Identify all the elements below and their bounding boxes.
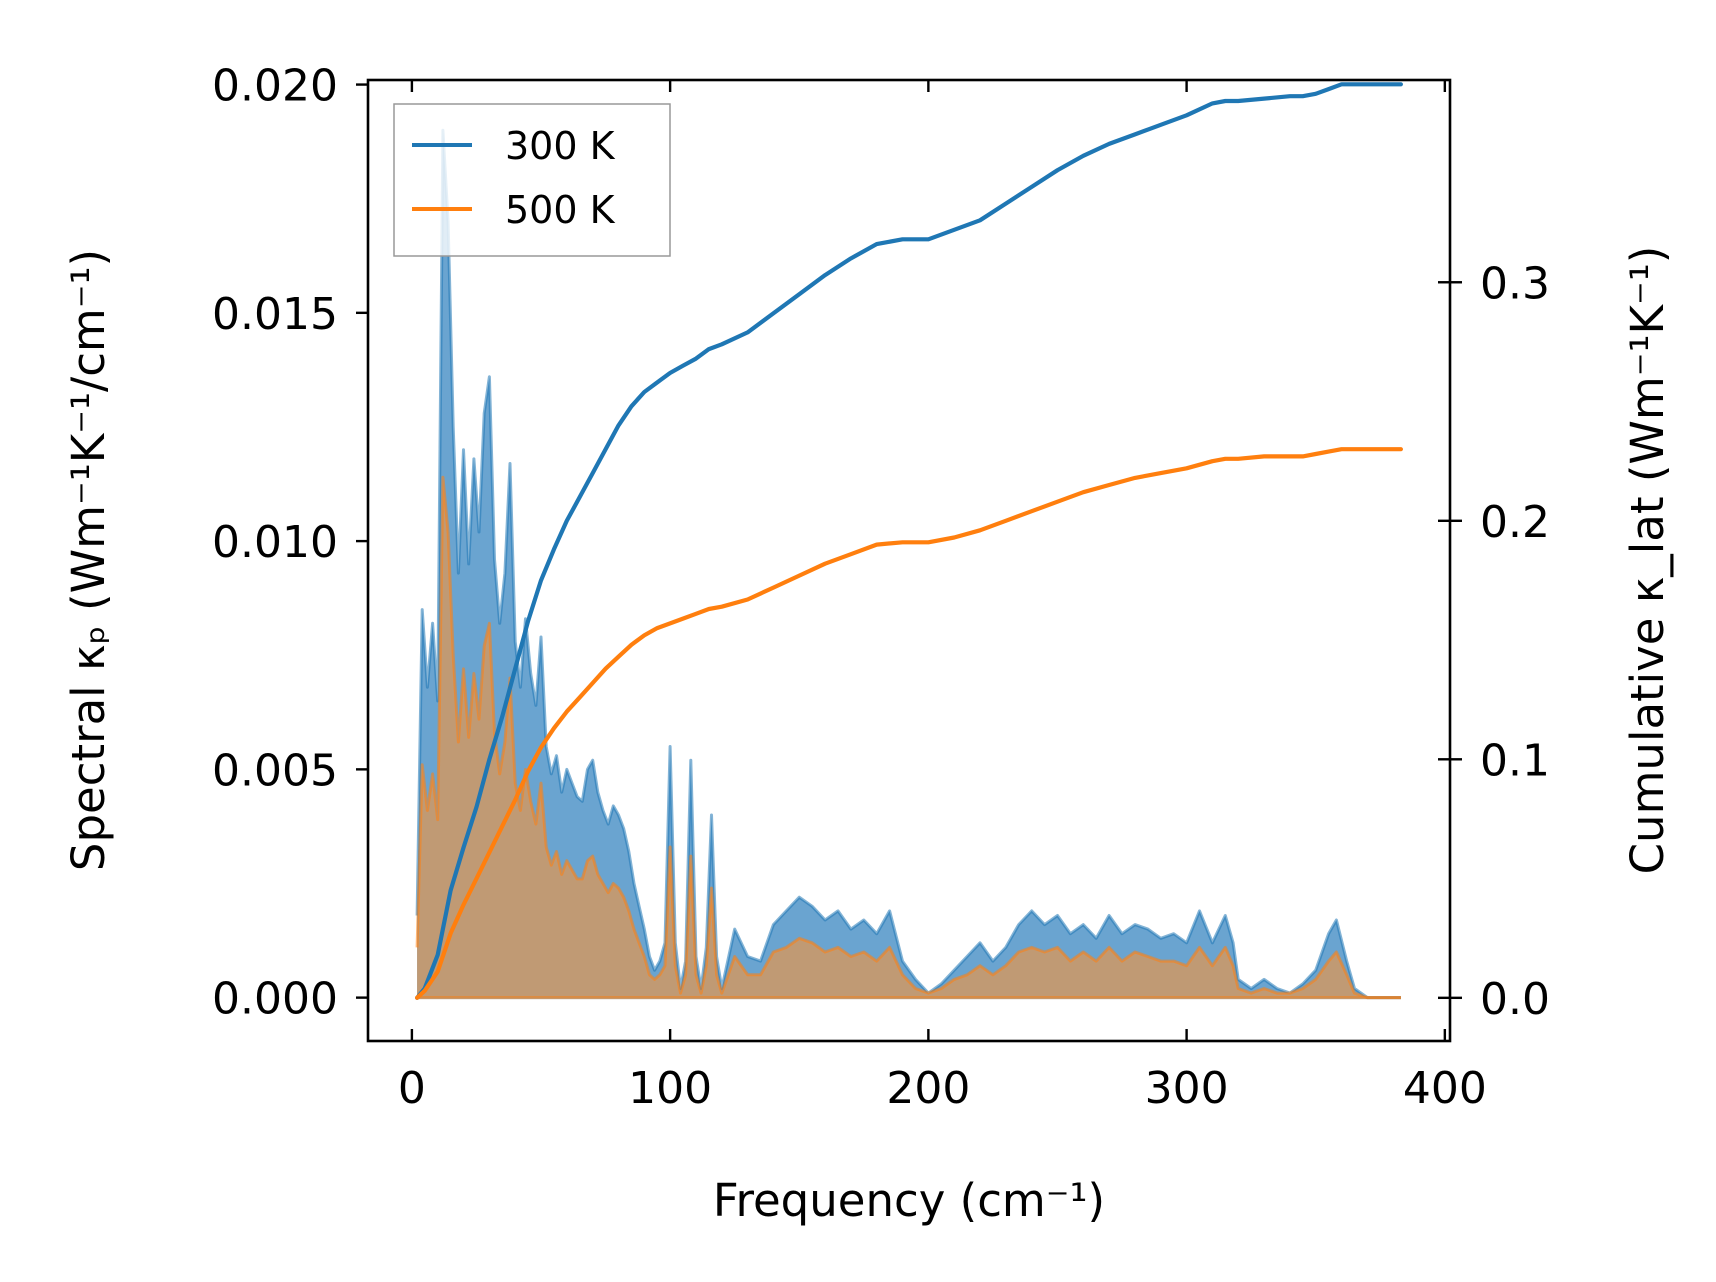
x-tick-label: 300 (1145, 1063, 1229, 1114)
y-right-tick-label: 0.0 (1480, 974, 1550, 1025)
legend-box (393, 103, 671, 257)
y-right-tick-label: 0.2 (1480, 497, 1550, 548)
x-tick-label: 0 (398, 1063, 426, 1114)
cumulative-line-300k (415, 82, 1404, 1000)
x-axis-title: Frequency (cm⁻¹) (713, 1174, 1105, 1227)
y-left-tick-label: 0.015 (212, 289, 338, 340)
y-left-tick-label: 0.005 (212, 745, 338, 796)
x-tick-label: 400 (1403, 1063, 1487, 1114)
legend: 300 K 500 K (393, 103, 671, 257)
spectral-outline-300k (415, 128, 1401, 1000)
y-left-tick-label: 0.020 (212, 61, 338, 112)
y-right-axis-title: Cumulative κ_lat (Wm⁻¹K⁻¹) (1621, 246, 1674, 875)
spectral-area-layer (415, 128, 1401, 1000)
cumulative-line-layer (415, 82, 1404, 1000)
spectral-area-500k (417, 477, 1401, 998)
y-right-tick-label: 0.1 (1480, 735, 1550, 786)
y-left-tick-label: 0.010 (212, 517, 338, 568)
spectral-outline-500k (415, 475, 1401, 1000)
x-tick-label: 100 (628, 1063, 712, 1114)
x-tick-label: 200 (886, 1063, 970, 1114)
legend-label-300k: 300 K (505, 124, 616, 168)
y-right-tick-label: 0.3 (1480, 258, 1550, 309)
plot-frame (366, 78, 1452, 1043)
y-left-axis-title: Spectral κₚ (Wm⁻¹K⁻¹/cm⁻¹) (62, 249, 115, 871)
axis-ticks: 0 100 200 300 400 0.000 0.005 0.010 0.015 0.020 0.… (212, 61, 1550, 1114)
legend-label-500k: 500 K (505, 188, 616, 232)
cumulative-line-500k (415, 447, 1404, 1000)
y-left-tick-label: 0.000 (212, 974, 338, 1025)
